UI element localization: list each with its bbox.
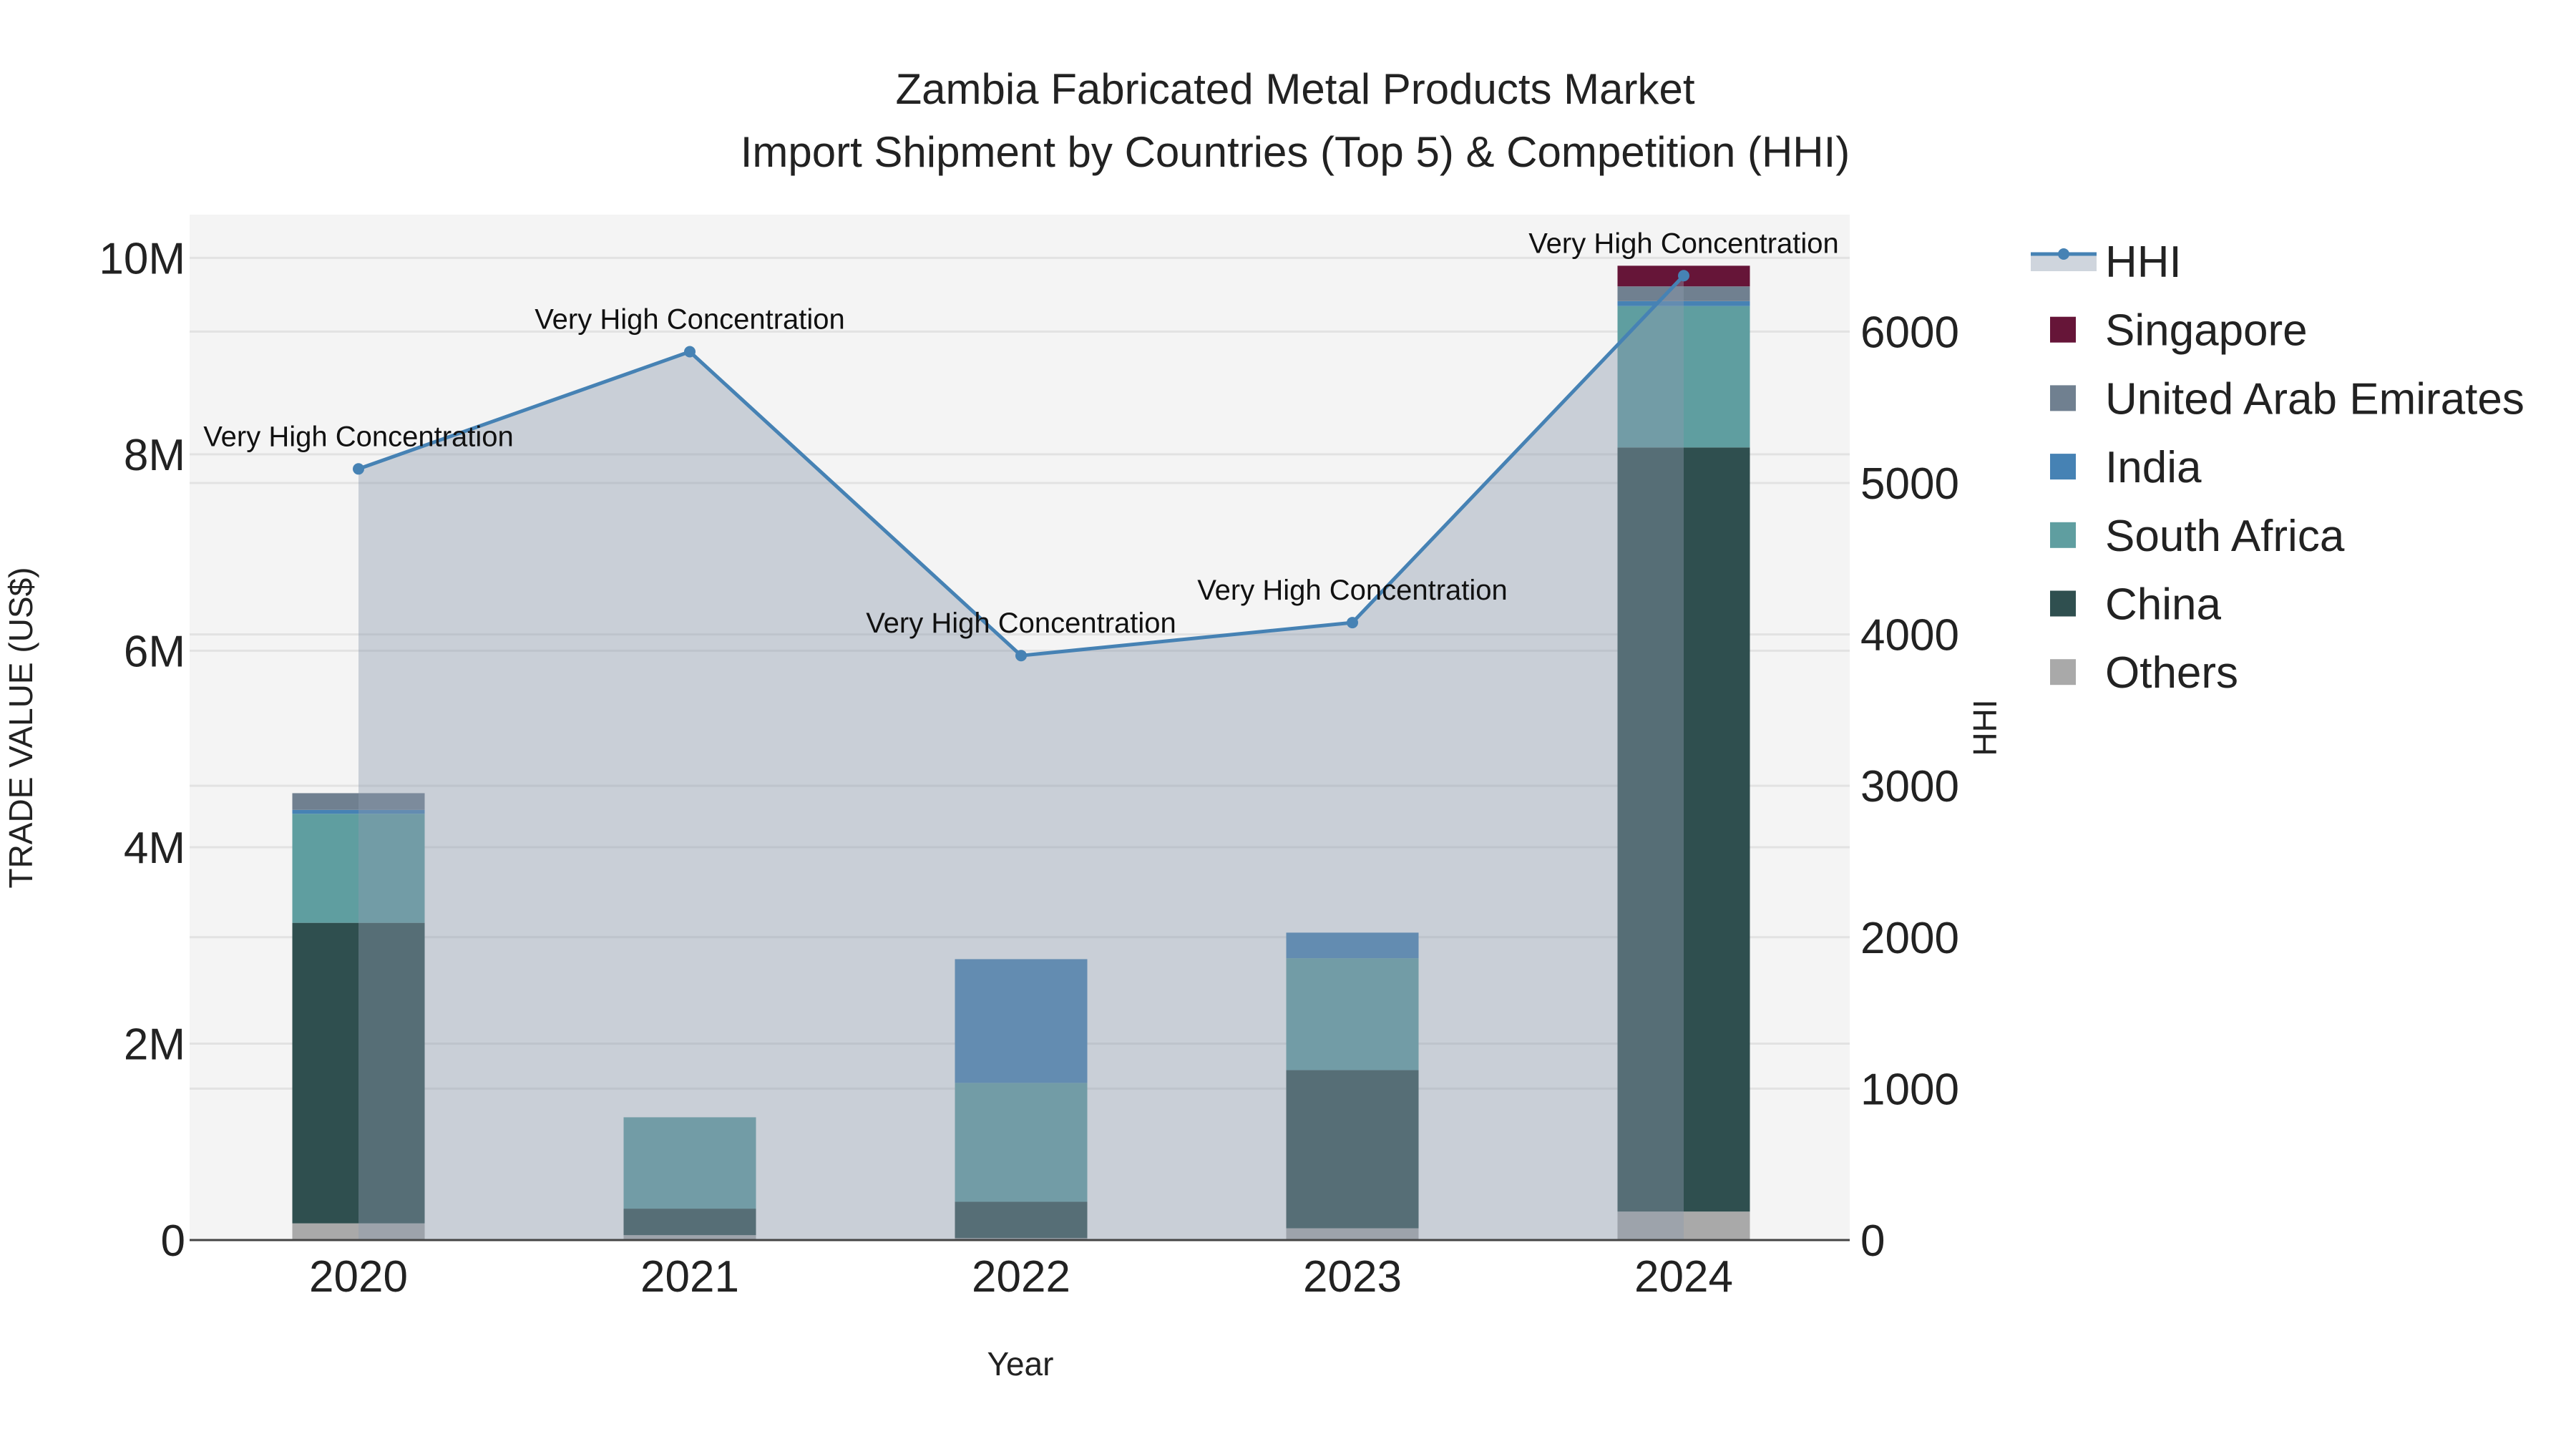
bar-south-africa-2021	[623, 1117, 756, 1209]
y-axis-label: TRADE VALUE (US$)	[2, 567, 39, 888]
hhi-point-2020	[353, 463, 364, 475]
x-tick-label: 2024	[1634, 1252, 1733, 1302]
hhi-annotation: Very High Concentration	[866, 608, 1176, 639]
hhi-point-2023	[1347, 617, 1358, 629]
y-tick-label: 6M	[124, 627, 185, 676]
bar-india-2020	[292, 809, 425, 814]
legend-swatch-marker	[2058, 248, 2069, 260]
bar-united-arab-emirates-2024	[1617, 286, 1750, 301]
x-axis-label: Year	[987, 1345, 1054, 1382]
x-tick-label: 2023	[1303, 1252, 1402, 1302]
hhi-point-2024	[1678, 270, 1689, 282]
hhi-annotation: Very High Concentration	[535, 304, 845, 336]
legend-item-south-africa[interactable]: South Africa	[2050, 512, 2345, 561]
hhi-annotation: Very High Concentration	[1528, 228, 1839, 259]
bar-united-arab-emirates-2020	[292, 793, 425, 810]
legend-swatch	[2050, 590, 2076, 617]
bar-others-2023	[1286, 1228, 1419, 1240]
y2-tick-label: 0	[1860, 1216, 1885, 1266]
legend-swatch	[2050, 316, 2076, 343]
bar-others-2020	[292, 1223, 425, 1240]
legend-label: United Arab Emirates	[2105, 374, 2524, 424]
legend-item-others[interactable]: Others	[2050, 648, 2238, 698]
hhi-area	[358, 275, 1684, 1240]
x-tick-label: 2020	[309, 1252, 408, 1302]
legend-label: Others	[2105, 648, 2238, 698]
y-tick-label: 4M	[124, 824, 185, 873]
bar-china-2021	[623, 1209, 756, 1236]
bar-china-2020	[292, 922, 425, 1224]
bar-others-2021	[623, 1235, 756, 1240]
y-tick-label: 0	[161, 1216, 185, 1266]
legend-label: India	[2105, 443, 2202, 492]
hhi-annotation: Very High Concentration	[203, 421, 514, 452]
legend-label: HHI	[2105, 238, 2182, 287]
bar-south-africa-2022	[955, 1083, 1088, 1202]
bar-china-2022	[955, 1201, 1088, 1239]
y2-tick-label: 4000	[1860, 611, 1959, 660]
legend-item-india[interactable]: India	[2050, 443, 2202, 492]
y-tick-label: 10M	[99, 234, 185, 283]
y-tick-label: 2M	[124, 1020, 185, 1069]
legend-label: Singapore	[2105, 306, 2308, 356]
bar-china-2023	[1286, 1070, 1419, 1229]
bar-others-2024	[1617, 1211, 1750, 1240]
chart-title: Zambia Fabricated Metal Products Market	[895, 65, 1694, 113]
y2-tick-label: 3000	[1860, 762, 1959, 811]
y2-tick-label: 5000	[1860, 459, 1959, 509]
legend-item-china[interactable]: China	[2050, 580, 2222, 630]
hhi-point-2021	[684, 346, 696, 358]
bar-india-2024	[1617, 301, 1750, 306]
legend-label: China	[2105, 580, 2222, 630]
y-tick-label: 8M	[124, 431, 185, 480]
bar-india-2023	[1286, 932, 1419, 959]
legend-label: South Africa	[2105, 512, 2345, 561]
y2-axis-label: HHI	[1966, 699, 2004, 756]
y2-tick-label: 2000	[1860, 914, 1959, 963]
hhi-point-2022	[1015, 650, 1027, 662]
x-tick-label: 2021	[640, 1252, 739, 1302]
bar-india-2022	[955, 959, 1088, 1083]
legend-swatch	[2050, 385, 2076, 411]
legend-swatch	[2050, 659, 2076, 686]
chart-subtitle: Import Shipment by Countries (Top 5) & C…	[741, 128, 1850, 176]
y2-tick-label: 6000	[1860, 308, 1959, 357]
legend-item-united-arab-emirates[interactable]: United Arab Emirates	[2050, 374, 2524, 424]
bar-china-2024	[1617, 447, 1750, 1212]
legend-item-hhi[interactable]: HHI	[2031, 238, 2182, 287]
bar-south-africa-2020	[292, 814, 425, 923]
legend-swatch	[2050, 454, 2076, 480]
legend-swatch	[2050, 522, 2076, 548]
x-tick-label: 2022	[972, 1252, 1070, 1302]
hhi-annotation: Very High Concentration	[1197, 575, 1508, 606]
y2-tick-label: 1000	[1860, 1065, 1959, 1114]
legend-item-singapore[interactable]: Singapore	[2050, 306, 2308, 356]
bar-south-africa-2023	[1286, 958, 1419, 1070]
bar-south-africa-2024	[1617, 306, 1750, 448]
